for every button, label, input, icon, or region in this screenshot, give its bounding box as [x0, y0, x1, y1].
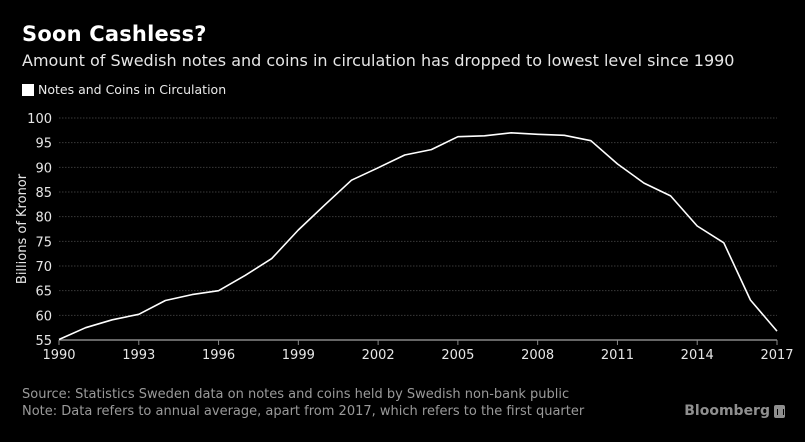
x-tick-label: 2005 [441, 348, 474, 363]
gridlines [59, 117, 777, 316]
x-tick-label: 1999 [282, 348, 315, 363]
y-tick-label: 90 [35, 161, 52, 176]
terminal-icon [774, 404, 785, 418]
y-tick-label: 70 [35, 260, 52, 275]
series-line-notes-and-coins [58, 132, 778, 341]
x-tick-label: 2017 [760, 348, 793, 363]
x-tick-label: 1993 [122, 348, 155, 363]
legend-label: Notes and Coins in Circulation [38, 82, 227, 97]
x-axis: 1990 1993 1996 1999 2002 2005 2008 2011 2014 2017 [42, 339, 794, 363]
y-tick-label: 100 [27, 112, 52, 127]
data-note: Note: Data refers to annual average, apa… [22, 404, 585, 419]
y-tick-label: 55 [35, 334, 52, 349]
y-tick-label: 85 [35, 186, 52, 201]
series [58, 132, 778, 341]
x-tick-label: 2002 [362, 348, 395, 363]
line-chart: 55 60 65 70 75 80 85 90 95 100 1990 1993 1996 1999 20… [15, 112, 794, 363]
chart-title: Soon Cashless? [22, 22, 207, 46]
footer: Source: Statistics Sweden data on notes … [22, 386, 584, 420]
y-tick-label: 75 [35, 235, 52, 250]
legend-swatch [22, 83, 34, 96]
y-tick-label: 95 [35, 137, 52, 152]
legend: Notes and Coins in Circulation [22, 82, 226, 97]
brand-label: Bloomberg [684, 403, 770, 419]
chart-subtitle: Amount of Swedish notes and coins in cir… [22, 51, 735, 70]
x-tick-label: 2008 [521, 348, 554, 363]
y-axis: 55 60 65 70 75 80 85 90 95 100 [27, 112, 52, 349]
source-note: Source: Statistics Sweden data on notes … [22, 387, 570, 402]
x-tick-label: 1996 [202, 348, 235, 363]
y-tick-label: 60 [35, 309, 52, 324]
x-tick-label: 2014 [681, 348, 714, 363]
y-tick-label: 65 [35, 285, 52, 300]
y-tick-label: 80 [35, 211, 52, 226]
bloomberg-logo: Bloomberg [684, 403, 785, 419]
y-axis-title: Billions of Kronor [15, 173, 30, 284]
x-tick-label: 1990 [42, 348, 75, 363]
x-tick-label: 2011 [601, 348, 634, 363]
